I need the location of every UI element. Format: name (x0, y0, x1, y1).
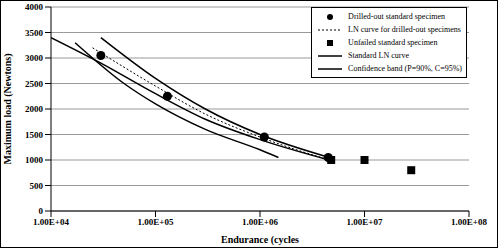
svg-text:1.00E+08: 1.00E+08 (451, 217, 487, 227)
svg-text:Endurance (cycles: Endurance (cycles (221, 234, 299, 246)
svg-text:3500: 3500 (25, 28, 44, 38)
html-text:Standard LN curve: Standard LN curve (348, 51, 409, 60)
html-text:Drilled-out standard specimen: Drilled-out standard specimen (348, 12, 445, 21)
html-text:LN curve for drilled-out speci: LN curve for drilled-out specimens (348, 25, 461, 34)
svg-text:1000: 1000 (25, 155, 44, 165)
html-text:Unfailed standard specimen: Unfailed standard specimen (348, 38, 438, 47)
svg-text:2500: 2500 (25, 79, 44, 89)
svg-text:Maximum load (Newtons): Maximum load (Newtons) (8, 53, 14, 164)
svg-text:4000: 4000 (25, 2, 44, 12)
svg-text:0: 0 (39, 206, 44, 216)
svg-text:500: 500 (30, 181, 44, 191)
svg-text:1.00E+07: 1.00E+07 (347, 217, 383, 227)
svg-text:2000: 2000 (25, 104, 44, 114)
html-text:Confidence band (P=90%, C=95%): Confidence band (P=90%, C=95%) (348, 64, 462, 73)
svg-text:1.00E+06: 1.00E+06 (242, 217, 278, 227)
svg-text:1.00E+05: 1.00E+05 (138, 217, 174, 227)
svg-text:1.00E+04: 1.00E+04 (33, 217, 69, 227)
svg-text:3000: 3000 (25, 53, 44, 63)
svg-text:1500: 1500 (25, 130, 44, 140)
